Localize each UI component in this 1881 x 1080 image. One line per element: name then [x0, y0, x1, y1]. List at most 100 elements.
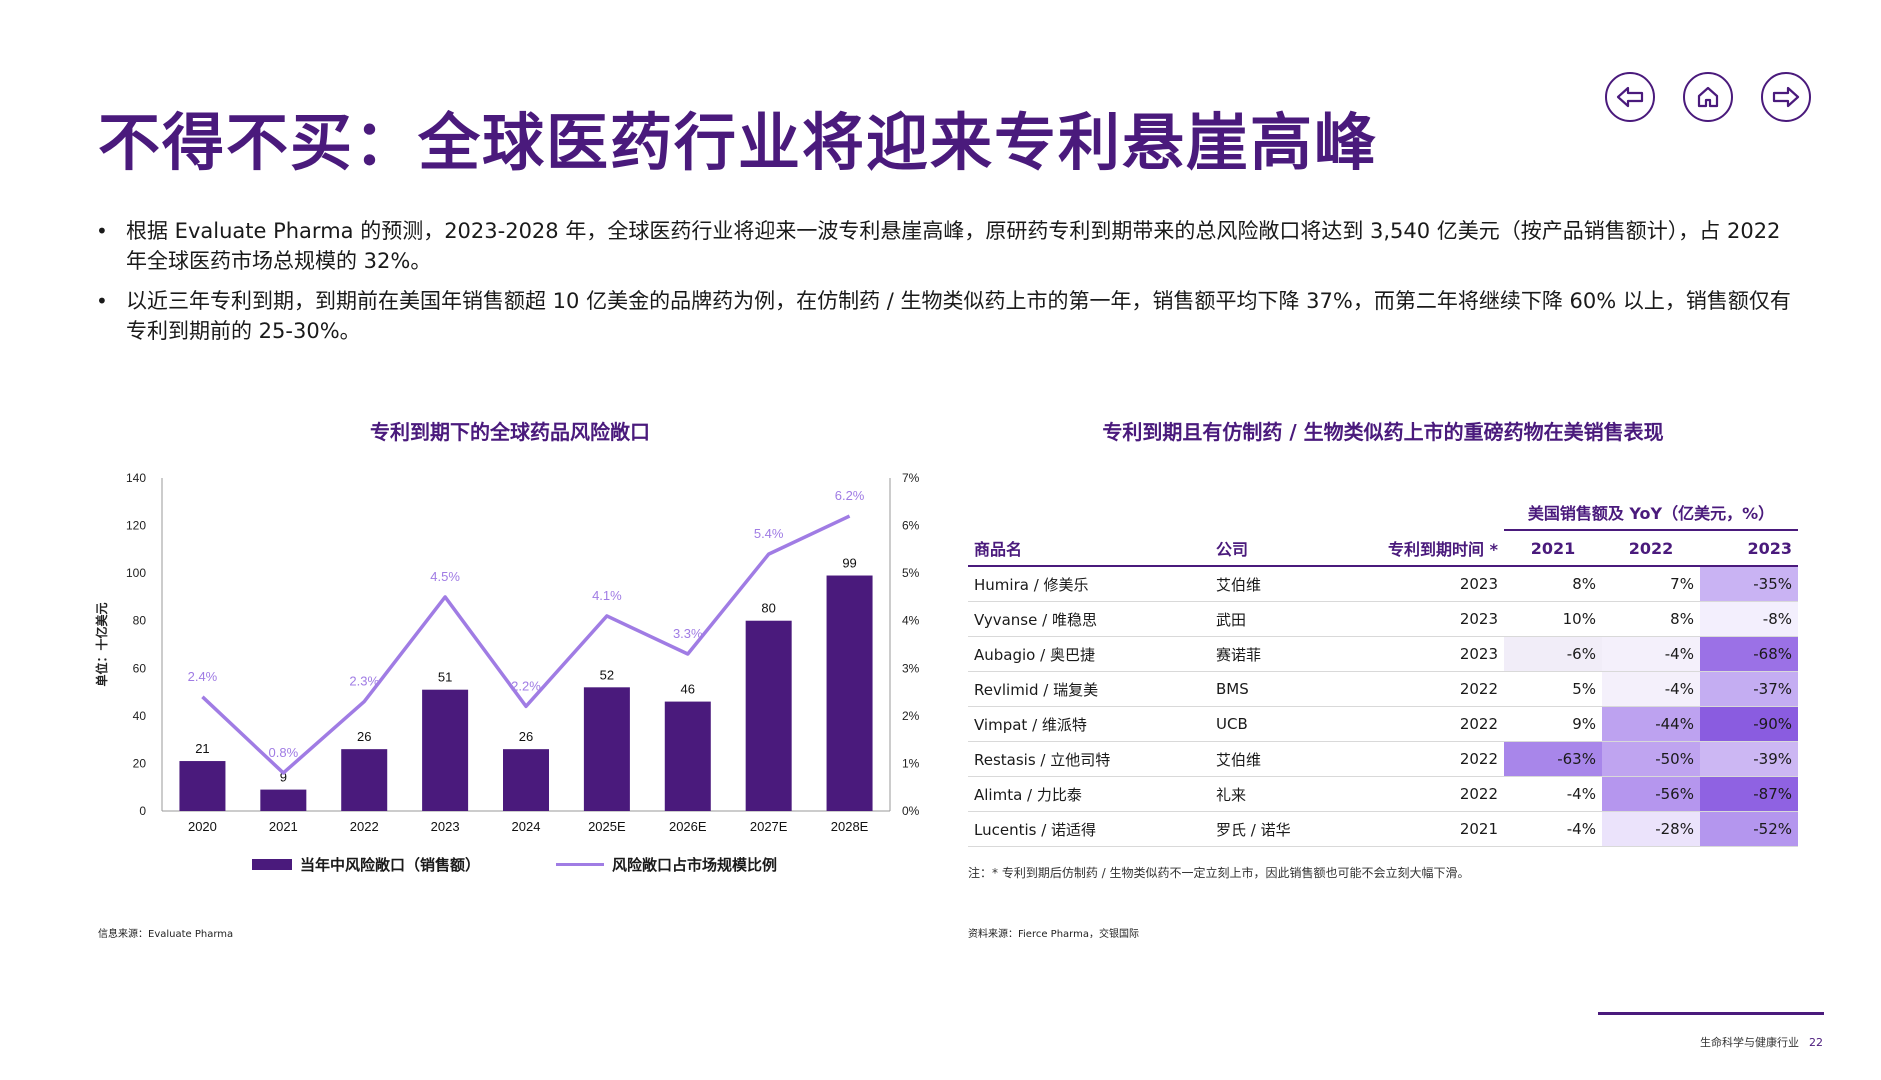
- drug-name: Vimpat / 维派特: [968, 706, 1210, 742]
- home-icon: [1697, 86, 1719, 108]
- bar-value-label: 26: [519, 729, 533, 744]
- y-tick-label: 60: [133, 661, 147, 675]
- yoy-2021: 10%: [1504, 601, 1602, 637]
- table-row: Aubagio / 奥巴捷 赛诺菲 2023 -6% -4% -68%: [968, 636, 1798, 672]
- line-value-label: 0.8%: [269, 745, 299, 760]
- legend-line: 风险敞口占市场规模比例: [556, 854, 777, 875]
- drug-name: Revlimid / 瑞复美: [968, 671, 1210, 707]
- y-tick-label: 40: [133, 709, 147, 723]
- x-tick-label: 2021: [269, 819, 298, 834]
- yoy-2022: -56%: [1601, 776, 1700, 812]
- yoy-2022: -44%: [1601, 706, 1700, 742]
- drug-name: Lucentis / 诺适得: [968, 811, 1210, 847]
- yoy-2023: -68%: [1699, 636, 1798, 672]
- y-tick-label: 80: [133, 614, 147, 628]
- table-title: 专利到期且有仿制药 / 生物类似药上市的重磅药物在美销售表现: [1102, 420, 1664, 444]
- back-button[interactable]: [1605, 72, 1655, 122]
- left-source: 信息来源：Evaluate Pharma: [98, 929, 234, 940]
- col-header: 公司: [1210, 530, 1342, 567]
- yoy-2022: -4%: [1601, 636, 1700, 672]
- yoy-2021: -63%: [1504, 741, 1602, 777]
- table-row: Revlimid / 瑞复美 BMS 2022 5% -4% -37%: [968, 671, 1798, 707]
- yoy-2023: -39%: [1699, 741, 1798, 777]
- company: 礼来: [1210, 776, 1342, 812]
- bar-value-label: 26: [357, 729, 371, 744]
- line-value-label: 4.1%: [592, 588, 622, 603]
- y2-tick-label: 0%: [902, 804, 920, 818]
- home-button[interactable]: [1683, 72, 1733, 122]
- line-value-label: 5.4%: [754, 526, 784, 541]
- col-header: 2023: [1699, 530, 1798, 567]
- company: 艾伯维: [1210, 741, 1342, 777]
- drug-name: Alimta / 力比泰: [968, 776, 1210, 812]
- y-tick-label: 0: [139, 804, 146, 818]
- right-source: 资料来源：Fierce Pharma，交银国际: [968, 929, 1139, 940]
- arrow-right-icon: [1772, 86, 1800, 108]
- x-tick-label: 2028E: [831, 819, 869, 834]
- x-tick-label: 2025E: [588, 819, 626, 834]
- drug-name: Humira / 修美乐: [968, 566, 1210, 602]
- y2-tick-label: 3%: [902, 661, 920, 675]
- table-row: Vyvanse / 唯稳思 武田 2023 10% 8% -8%: [968, 601, 1798, 637]
- legend-line-label: 风险敞口占市场规模比例: [612, 856, 778, 874]
- x-tick-label: 2026E: [669, 819, 707, 834]
- table-row: Alimta / 力比泰 礼来 2022 -4% -56% -87%: [968, 776, 1798, 812]
- line-value-label: 2.3%: [349, 674, 379, 689]
- drug-name: Restasis / 立他司特: [968, 741, 1210, 777]
- chart-title: 专利到期下的全球药品风险敞口: [370, 420, 650, 444]
- y2-tick-label: 4%: [902, 614, 920, 628]
- yoy-2021: 9%: [1504, 706, 1602, 742]
- line-value-label: 2.4%: [188, 669, 218, 684]
- summary-bullets: 根据 Evaluate Pharma 的预测，2023-2028 年，全球医药行…: [96, 216, 1796, 356]
- yoy-2022: -50%: [1601, 741, 1700, 777]
- bar-value-label: 9: [280, 770, 287, 785]
- bar-value-label: 46: [681, 682, 695, 697]
- x-tick-label: 2027E: [750, 819, 788, 834]
- footer-section: 生命科学与健康行业: [1700, 1036, 1799, 1049]
- yoy-2022: 7%: [1601, 566, 1700, 602]
- table-note: 注：* 专利到期后仿制药 / 生物类似药不一定立刻上市，因此销售额也可能不会立刻…: [968, 866, 1470, 880]
- yoy-2023: -37%: [1699, 671, 1798, 707]
- y-tick-label: 20: [133, 756, 147, 770]
- y-tick-label: 120: [126, 519, 146, 533]
- expiry-year: 2023: [1342, 601, 1504, 637]
- expiry-year: 2022: [1342, 741, 1504, 777]
- x-tick-label: 2020: [188, 819, 217, 834]
- company: 艾伯维: [1210, 566, 1342, 602]
- col-header: 商品名: [968, 530, 1210, 567]
- yoy-2023: -52%: [1699, 811, 1798, 847]
- y2-tick-label: 2%: [902, 709, 920, 723]
- y-tick-label: 140: [126, 471, 146, 485]
- footer-rule: [1598, 1012, 1824, 1015]
- footer: 生命科学与健康行业 22: [1700, 1034, 1823, 1050]
- expiry-year: 2023: [1342, 566, 1504, 602]
- table-row: Humira / 修美乐 艾伯维 2023 8% 7% -35%: [968, 566, 1798, 602]
- bullet-item: 以近三年专利到期，到期前在美国年销售额超 10 亿美金的品牌药为例，在仿制药 /…: [96, 286, 1796, 346]
- group-header: 美国销售额及 YoY（亿美元，%）: [1504, 495, 1798, 531]
- yoy-2023: -8%: [1699, 601, 1798, 637]
- bar: [179, 761, 226, 811]
- col-header: 2021: [1504, 530, 1602, 567]
- bar: [260, 789, 307, 811]
- y2-tick-label: 7%: [902, 471, 920, 485]
- yoy-2023: -35%: [1699, 566, 1798, 602]
- legend-line-swatch: [556, 863, 604, 866]
- table-row: Lucentis / 诺适得 罗氏 / 诺华 2021 -4% -28% -52…: [968, 811, 1798, 847]
- y-tick-label: 100: [126, 566, 146, 580]
- table-row: Vimpat / 维派特 UCB 2022 9% -44% -90%: [968, 706, 1798, 742]
- line-value-label: 4.5%: [430, 569, 460, 584]
- yoy-2023: -87%: [1699, 776, 1798, 812]
- line-value-label: 2.2%: [511, 678, 541, 693]
- bar: [826, 575, 873, 811]
- legend-bar: 当年中风险敞口（销售额）: [252, 854, 480, 875]
- company: 罗氏 / 诺华: [1210, 811, 1342, 847]
- bar-value-label: 52: [600, 667, 614, 682]
- next-button[interactable]: [1761, 72, 1811, 122]
- page-title: 不得不买：全球医药行业将迎来专利悬崖高峰: [98, 106, 1379, 179]
- bar-value-label: 80: [761, 601, 775, 616]
- bar: [745, 620, 792, 811]
- table-row: Restasis / 立他司特 艾伯维 2022 -63% -50% -39%: [968, 741, 1798, 777]
- drug-name: Aubagio / 奥巴捷: [968, 636, 1210, 672]
- yoy-2021: 8%: [1504, 566, 1602, 602]
- yoy-2022: -28%: [1601, 811, 1700, 847]
